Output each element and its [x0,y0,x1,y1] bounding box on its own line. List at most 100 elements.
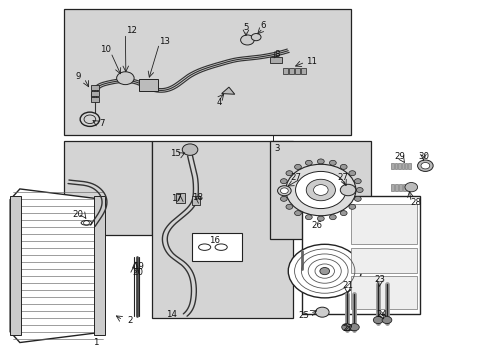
Ellipse shape [294,165,301,170]
Text: 2: 2 [127,315,132,324]
Ellipse shape [348,171,355,176]
Circle shape [287,244,361,298]
Circle shape [381,316,391,324]
Bar [401,163,403,169]
Bar [63,141,152,235]
Text: 28: 28 [409,198,420,207]
Bar [192,197,200,205]
Circle shape [319,267,329,275]
Circle shape [340,184,355,196]
Bar [270,58,282,63]
Bar [351,276,416,309]
Ellipse shape [340,165,346,170]
Text: 15: 15 [170,149,181,158]
Ellipse shape [285,171,292,176]
Circle shape [182,144,198,156]
Bar [152,141,292,318]
Text: 18: 18 [191,193,203,202]
Bar [138,79,158,91]
Ellipse shape [354,179,361,184]
Bar [402,184,405,191]
Ellipse shape [317,216,324,221]
Bar [300,68,305,74]
Text: 7: 7 [99,119,104,128]
Ellipse shape [285,204,292,209]
Text: 19: 19 [133,262,143,271]
Ellipse shape [278,188,285,193]
Text: 20: 20 [73,210,83,219]
Bar [63,9,351,135]
Bar [397,163,400,169]
Ellipse shape [305,160,311,165]
Bar [406,184,409,191]
Bar [91,91,99,96]
Text: 4: 4 [216,98,222,107]
Circle shape [240,35,254,45]
Polygon shape [221,87,234,94]
Bar [390,163,393,169]
Circle shape [349,324,359,331]
Text: 29: 29 [394,152,405,161]
Text: 16: 16 [208,236,220,245]
Ellipse shape [348,204,355,209]
Text: 21: 21 [342,281,352,290]
Text: 25: 25 [298,311,309,320]
Text: 13: 13 [159,37,169,46]
Text: 26: 26 [310,221,321,230]
Text: 23: 23 [373,275,385,284]
Text: 1: 1 [93,338,99,347]
Bar [288,68,293,74]
Bar [407,163,410,169]
Bar [176,193,185,203]
Ellipse shape [340,211,346,216]
Bar [301,196,419,314]
Polygon shape [10,189,105,342]
Ellipse shape [280,179,286,184]
Circle shape [313,185,327,195]
Ellipse shape [305,215,311,220]
Bar [394,184,397,191]
Circle shape [315,307,328,317]
Text: 27: 27 [337,173,348,182]
Text: 12: 12 [126,26,137,35]
Circle shape [417,160,432,171]
Text: 30: 30 [417,152,428,161]
Text: 11: 11 [305,57,316,66]
Text: 22: 22 [342,324,352,333]
Circle shape [341,324,351,331]
Bar [351,204,416,244]
Text: 9: 9 [75,72,81,81]
Bar [394,163,396,169]
Ellipse shape [294,211,301,216]
Circle shape [420,162,429,169]
Circle shape [295,171,346,208]
Bar [404,163,407,169]
Bar [398,184,401,191]
Bar [192,233,242,261]
Text: 14: 14 [166,310,177,319]
Bar [91,85,99,90]
Text: 17: 17 [171,194,182,203]
Ellipse shape [329,215,336,220]
Text: 10: 10 [100,45,111,54]
Bar [91,97,99,102]
Text: 6: 6 [260,21,265,30]
Bar [10,196,21,336]
Circle shape [305,179,335,201]
Bar [283,68,287,74]
Ellipse shape [317,159,324,164]
Ellipse shape [356,188,363,193]
Bar [94,196,105,336]
Circle shape [251,33,261,41]
Text: 20: 20 [132,268,142,277]
Circle shape [277,186,290,196]
Ellipse shape [280,196,286,201]
Text: 8: 8 [274,50,280,59]
Bar [270,141,370,239]
Circle shape [404,183,417,192]
Ellipse shape [354,196,361,201]
Circle shape [116,72,134,85]
Text: 3: 3 [274,144,280,153]
Bar [351,248,416,273]
Bar [390,184,393,191]
